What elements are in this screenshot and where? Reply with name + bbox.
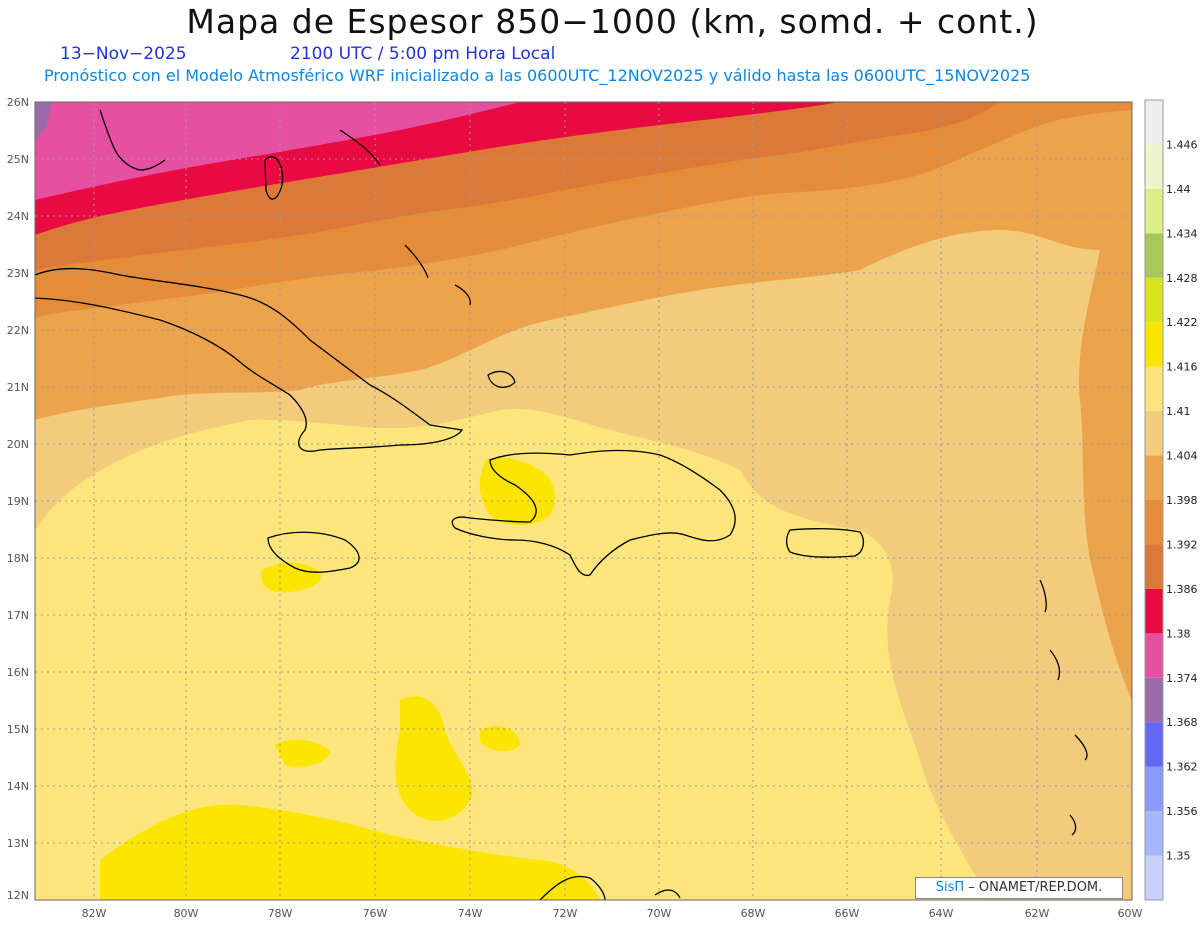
colorbar-label: 1.368 xyxy=(1166,716,1198,729)
colorbar-label: 1.446 xyxy=(1166,138,1198,151)
coast-puerto-rico xyxy=(785,528,865,558)
colorbar-swatch xyxy=(1145,633,1163,678)
patch-1416-jamaica xyxy=(261,562,321,593)
lon-label: 70W xyxy=(647,907,672,920)
lat-label: 20N xyxy=(7,438,29,451)
colorbar-label: 1.404 xyxy=(1166,450,1198,463)
patch-1416-east xyxy=(480,725,520,752)
lat-axis: 26N 25N 24N 23N 22N 21N 20N 19N 18N 17N … xyxy=(7,96,29,902)
credit-brand: SisΠ xyxy=(935,880,965,895)
lon-label: 66W xyxy=(835,907,860,920)
coast-inagua xyxy=(487,370,516,388)
colorbar-label: 1.374 xyxy=(1166,672,1198,685)
lon-label: 80W xyxy=(174,907,199,920)
lat-label: 24N xyxy=(7,210,29,223)
lon-label: 60W xyxy=(1118,907,1143,920)
lon-label: 82W xyxy=(82,907,107,920)
colorbar-label: 1.386 xyxy=(1166,583,1198,596)
colorbar-swatch xyxy=(1145,544,1163,589)
forecast-time: 2100 UTC / 5:00 pm Hora Local xyxy=(290,44,556,64)
colorbar-label: 1.362 xyxy=(1166,761,1198,774)
colorbar-label: 1.392 xyxy=(1166,538,1198,551)
colorbar-swatch xyxy=(1145,100,1163,145)
coast-bahamas-1 xyxy=(264,156,284,200)
coast-bahamas-2 xyxy=(339,129,381,166)
colorbar-swatch xyxy=(1145,722,1163,767)
coast-florida xyxy=(99,109,166,171)
lon-label: 76W xyxy=(363,907,388,920)
coastlines xyxy=(35,109,1088,900)
colorbar-label: 1.38 xyxy=(1166,627,1191,640)
lat-label: 25N xyxy=(7,153,29,166)
colorbar-legend: 1.35 1.356 1.362 1.368 1.374 1.38 1.386 1.392 1.… xyxy=(1144,99,1198,901)
lat-label: 18N xyxy=(7,552,29,565)
coast-hispaniola xyxy=(451,449,736,577)
patch-1416-caribbean xyxy=(395,696,473,821)
lat-label: 21N xyxy=(7,381,29,394)
lat-label: 16N xyxy=(7,666,29,679)
colorbar-swatch xyxy=(1145,455,1163,500)
colorbar-swatch xyxy=(1145,588,1163,634)
colorbar-swatch xyxy=(1145,411,1163,456)
colorbar-swatch xyxy=(1145,811,1163,856)
lat-label: 26N xyxy=(7,96,29,109)
forecast-date: 13−Nov−2025 xyxy=(60,44,187,64)
lon-label: 74W xyxy=(458,907,483,920)
lon-label: 78W xyxy=(268,907,293,920)
lat-label: 17N xyxy=(7,609,29,622)
coast-bahamas-3 xyxy=(404,244,429,279)
lat-label: 15N xyxy=(7,723,29,736)
map-title: Mapa de Espesor 850−1000 (km, somd. + co… xyxy=(186,2,1039,41)
patch-1416-south xyxy=(100,804,600,900)
colorbar-swatch xyxy=(1145,322,1163,367)
colorbar-swatch xyxy=(1145,677,1163,723)
credit-box: SisΠ – ONAMET/REP.DOM. xyxy=(915,877,1123,899)
lon-axis: 82W 80W 78W 76W 74W 72W 70W 68W 66W 64W … xyxy=(82,907,1143,920)
lat-label: 13N xyxy=(7,837,29,850)
lat-label: 12N xyxy=(7,889,29,902)
lon-label: 68W xyxy=(741,907,766,920)
map-frame xyxy=(34,101,1133,901)
colorbar-frame xyxy=(1144,99,1164,901)
coast-lesser-antilles xyxy=(1039,579,1088,836)
colorbar-swatch xyxy=(1145,144,1163,189)
lat-label: 19N xyxy=(7,495,29,508)
coast-cuba xyxy=(35,267,464,452)
band-1368 xyxy=(35,102,52,140)
colorbar-swatch xyxy=(1145,766,1163,812)
graticule xyxy=(35,102,1132,900)
colorbar-swatch xyxy=(1145,233,1163,278)
lat-label: 23N xyxy=(7,267,29,280)
colorbar-label: 1.35 xyxy=(1166,850,1191,863)
credit-org: – ONAMET/REP.DOM. xyxy=(964,880,1103,895)
colorbar-swatch xyxy=(1145,500,1163,545)
lat-label: 14N xyxy=(7,780,29,793)
colorbar-label: 1.422 xyxy=(1166,316,1198,329)
colorbar-swatch xyxy=(1145,277,1163,323)
lon-label: 62W xyxy=(1025,907,1050,920)
colorbar-label: 1.41 xyxy=(1166,405,1191,418)
colorbar-label: 1.356 xyxy=(1166,805,1198,818)
lon-label: 72W xyxy=(553,907,578,920)
colorbar-swatch xyxy=(1145,366,1163,412)
model-run-subtitle: Pronóstico con el Modelo Atmosférico WRF… xyxy=(44,66,1031,85)
colorbar-swatch xyxy=(1145,188,1163,234)
coast-venezuela xyxy=(539,875,681,900)
coast-bahamas-4 xyxy=(454,284,471,306)
colorbar-swatch xyxy=(1145,855,1163,900)
colorbar-label: 1.434 xyxy=(1166,227,1198,240)
coast-jamaica xyxy=(267,531,360,573)
colorbar-label: 1.416 xyxy=(1166,361,1198,374)
colorbar-label: 1.398 xyxy=(1166,494,1198,507)
lat-label: 22N xyxy=(7,324,29,337)
colorbar-label: 1.44 xyxy=(1166,183,1191,196)
map-area xyxy=(35,102,1132,900)
band-1374 xyxy=(35,102,520,200)
lon-label: 64W xyxy=(929,907,954,920)
colorbar-label: 1.428 xyxy=(1166,272,1198,285)
patch-1416-mid xyxy=(275,739,330,767)
